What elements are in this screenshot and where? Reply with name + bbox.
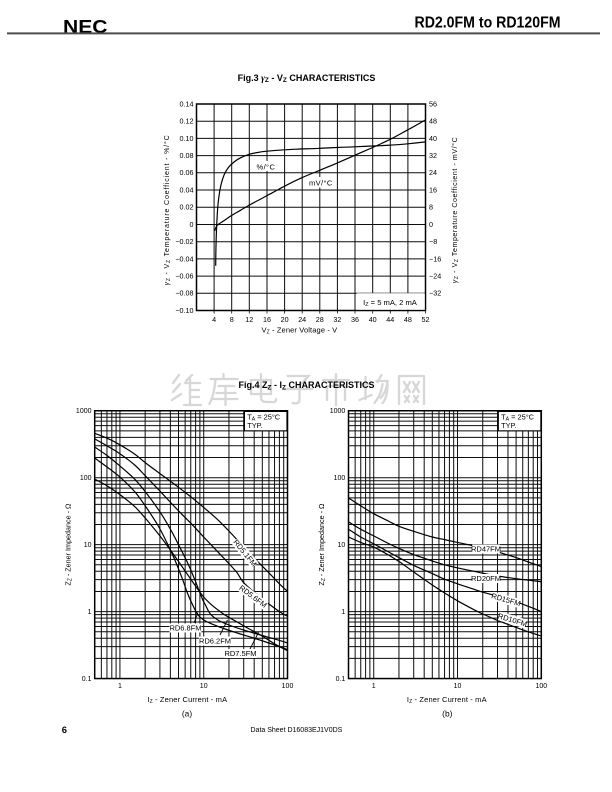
svg-text:10: 10 — [84, 542, 92, 549]
svg-text:16: 16 — [429, 185, 437, 194]
svg-text:RD6.2FM: RD6.2FM — [199, 637, 231, 646]
svg-text:−0.04: −0.04 — [175, 254, 193, 263]
svg-text:0.06: 0.06 — [180, 168, 194, 177]
svg-text:100: 100 — [535, 683, 547, 690]
svg-text:−24: −24 — [429, 272, 441, 281]
svg-text:32: 32 — [429, 151, 437, 160]
svg-text:γZ - VZ Temperature Coefficien: γZ - VZ Temperature Coefficient - mV/°C — [451, 137, 460, 283]
svg-text:40: 40 — [369, 315, 377, 324]
svg-text:−16: −16 — [429, 254, 441, 263]
svg-text:−32: −32 — [429, 289, 441, 298]
svg-text:−0.02: −0.02 — [175, 237, 193, 246]
svg-text:Data Sheet D16083EJ1V0DS: Data Sheet D16083EJ1V0DS — [251, 727, 343, 734]
svg-text:(b): (b) — [442, 708, 452, 718]
svg-text:RD47FM: RD47FM — [471, 545, 501, 554]
svg-text:0.08: 0.08 — [180, 151, 194, 160]
svg-text:32: 32 — [333, 315, 341, 324]
svg-text:20: 20 — [281, 315, 289, 324]
svg-text:TYP.: TYP. — [501, 421, 516, 430]
svg-text:10: 10 — [200, 683, 208, 690]
svg-text:RD2.0FM to RD120FM: RD2.0FM to RD120FM — [415, 14, 561, 31]
svg-text:0.12: 0.12 — [180, 117, 194, 126]
svg-text:mV/°C: mV/°C — [309, 178, 333, 187]
svg-text:0.10: 0.10 — [180, 134, 194, 143]
svg-text:1: 1 — [372, 683, 376, 690]
svg-text:(a): (a) — [182, 708, 192, 718]
svg-text:−0.08: −0.08 — [175, 289, 193, 298]
svg-text:24: 24 — [298, 315, 306, 324]
svg-text:1000: 1000 — [330, 408, 346, 415]
svg-text:24: 24 — [429, 168, 437, 177]
svg-text:TA = 25°C: TA = 25°C — [247, 412, 281, 422]
svg-text:−0.06: −0.06 — [175, 272, 193, 281]
svg-text:0.14: 0.14 — [180, 99, 194, 108]
svg-text:%/°C: %/°C — [257, 162, 276, 171]
svg-text:100: 100 — [80, 475, 92, 482]
svg-text:γZ - VZ Temperature Coefficien: γZ - VZ Temperature Coefficient - %/°C — [163, 134, 172, 285]
svg-text:Fig.3 γZ - VZ CHARACTERISTICS: Fig.3 γZ - VZ CHARACTERISTICS — [238, 73, 376, 84]
svg-text:TA = 25°C: TA = 25°C — [501, 412, 535, 422]
svg-text:TYP.: TYP. — [247, 421, 262, 430]
svg-text:10: 10 — [338, 542, 346, 549]
svg-text:36: 36 — [351, 315, 359, 324]
svg-text:100: 100 — [282, 683, 294, 690]
svg-text:NEC: NEC — [63, 17, 108, 37]
svg-text:0.04: 0.04 — [180, 185, 194, 194]
svg-text:8: 8 — [429, 203, 433, 212]
svg-text:48: 48 — [404, 315, 412, 324]
svg-text:ZZ - Zener Impedance - Ω: ZZ - Zener Impedance - Ω — [64, 503, 74, 586]
svg-text:48: 48 — [429, 117, 437, 126]
svg-text:Fig.4 ZZ - IZ CHARACTERISTICS: Fig.4 ZZ - IZ CHARACTERISTICS — [239, 380, 375, 391]
svg-text:1: 1 — [341, 609, 345, 616]
svg-text:56: 56 — [429, 99, 437, 108]
svg-text:1: 1 — [88, 609, 92, 616]
svg-text:6: 6 — [62, 724, 67, 735]
svg-text:RD7.5FM: RD7.5FM — [224, 649, 256, 658]
svg-text:IZ - Zener Current - mA: IZ - Zener Current - mA — [147, 695, 227, 705]
svg-text:4: 4 — [212, 315, 216, 324]
svg-text:8: 8 — [230, 315, 234, 324]
svg-text:IZ - Zener Current - mA: IZ - Zener Current - mA — [407, 695, 487, 705]
svg-text:16: 16 — [263, 315, 271, 324]
svg-text:40: 40 — [429, 134, 437, 143]
svg-text:100: 100 — [334, 475, 346, 482]
svg-text:0.1: 0.1 — [336, 676, 346, 683]
svg-text:−0.10: −0.10 — [175, 306, 193, 315]
svg-text:0.02: 0.02 — [180, 203, 194, 212]
svg-text:28: 28 — [316, 315, 324, 324]
svg-text:1: 1 — [118, 683, 122, 690]
svg-text:12: 12 — [245, 315, 253, 324]
svg-text:1000: 1000 — [76, 408, 92, 415]
svg-text:VZ - Zener Voltage - V: VZ - Zener Voltage - V — [262, 325, 338, 335]
svg-text:10: 10 — [454, 683, 462, 690]
svg-text:IZ = 5 mA, 2 mA: IZ = 5 mA, 2 mA — [363, 298, 418, 308]
svg-text:ZZ - Zener Impedance - Ω: ZZ - Zener Impedance - Ω — [317, 503, 327, 586]
svg-text:0.1: 0.1 — [82, 676, 92, 683]
svg-text:52: 52 — [422, 315, 430, 324]
svg-text:0: 0 — [190, 220, 194, 229]
svg-text:RD6.8FM: RD6.8FM — [169, 624, 201, 633]
svg-text:RD20FM: RD20FM — [471, 574, 501, 583]
svg-text:−8: −8 — [429, 237, 437, 246]
svg-text:44: 44 — [386, 315, 394, 324]
svg-text:0: 0 — [429, 220, 433, 229]
